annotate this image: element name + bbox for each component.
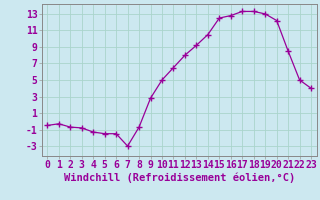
X-axis label: Windchill (Refroidissement éolien,°C): Windchill (Refroidissement éolien,°C) — [64, 173, 295, 183]
